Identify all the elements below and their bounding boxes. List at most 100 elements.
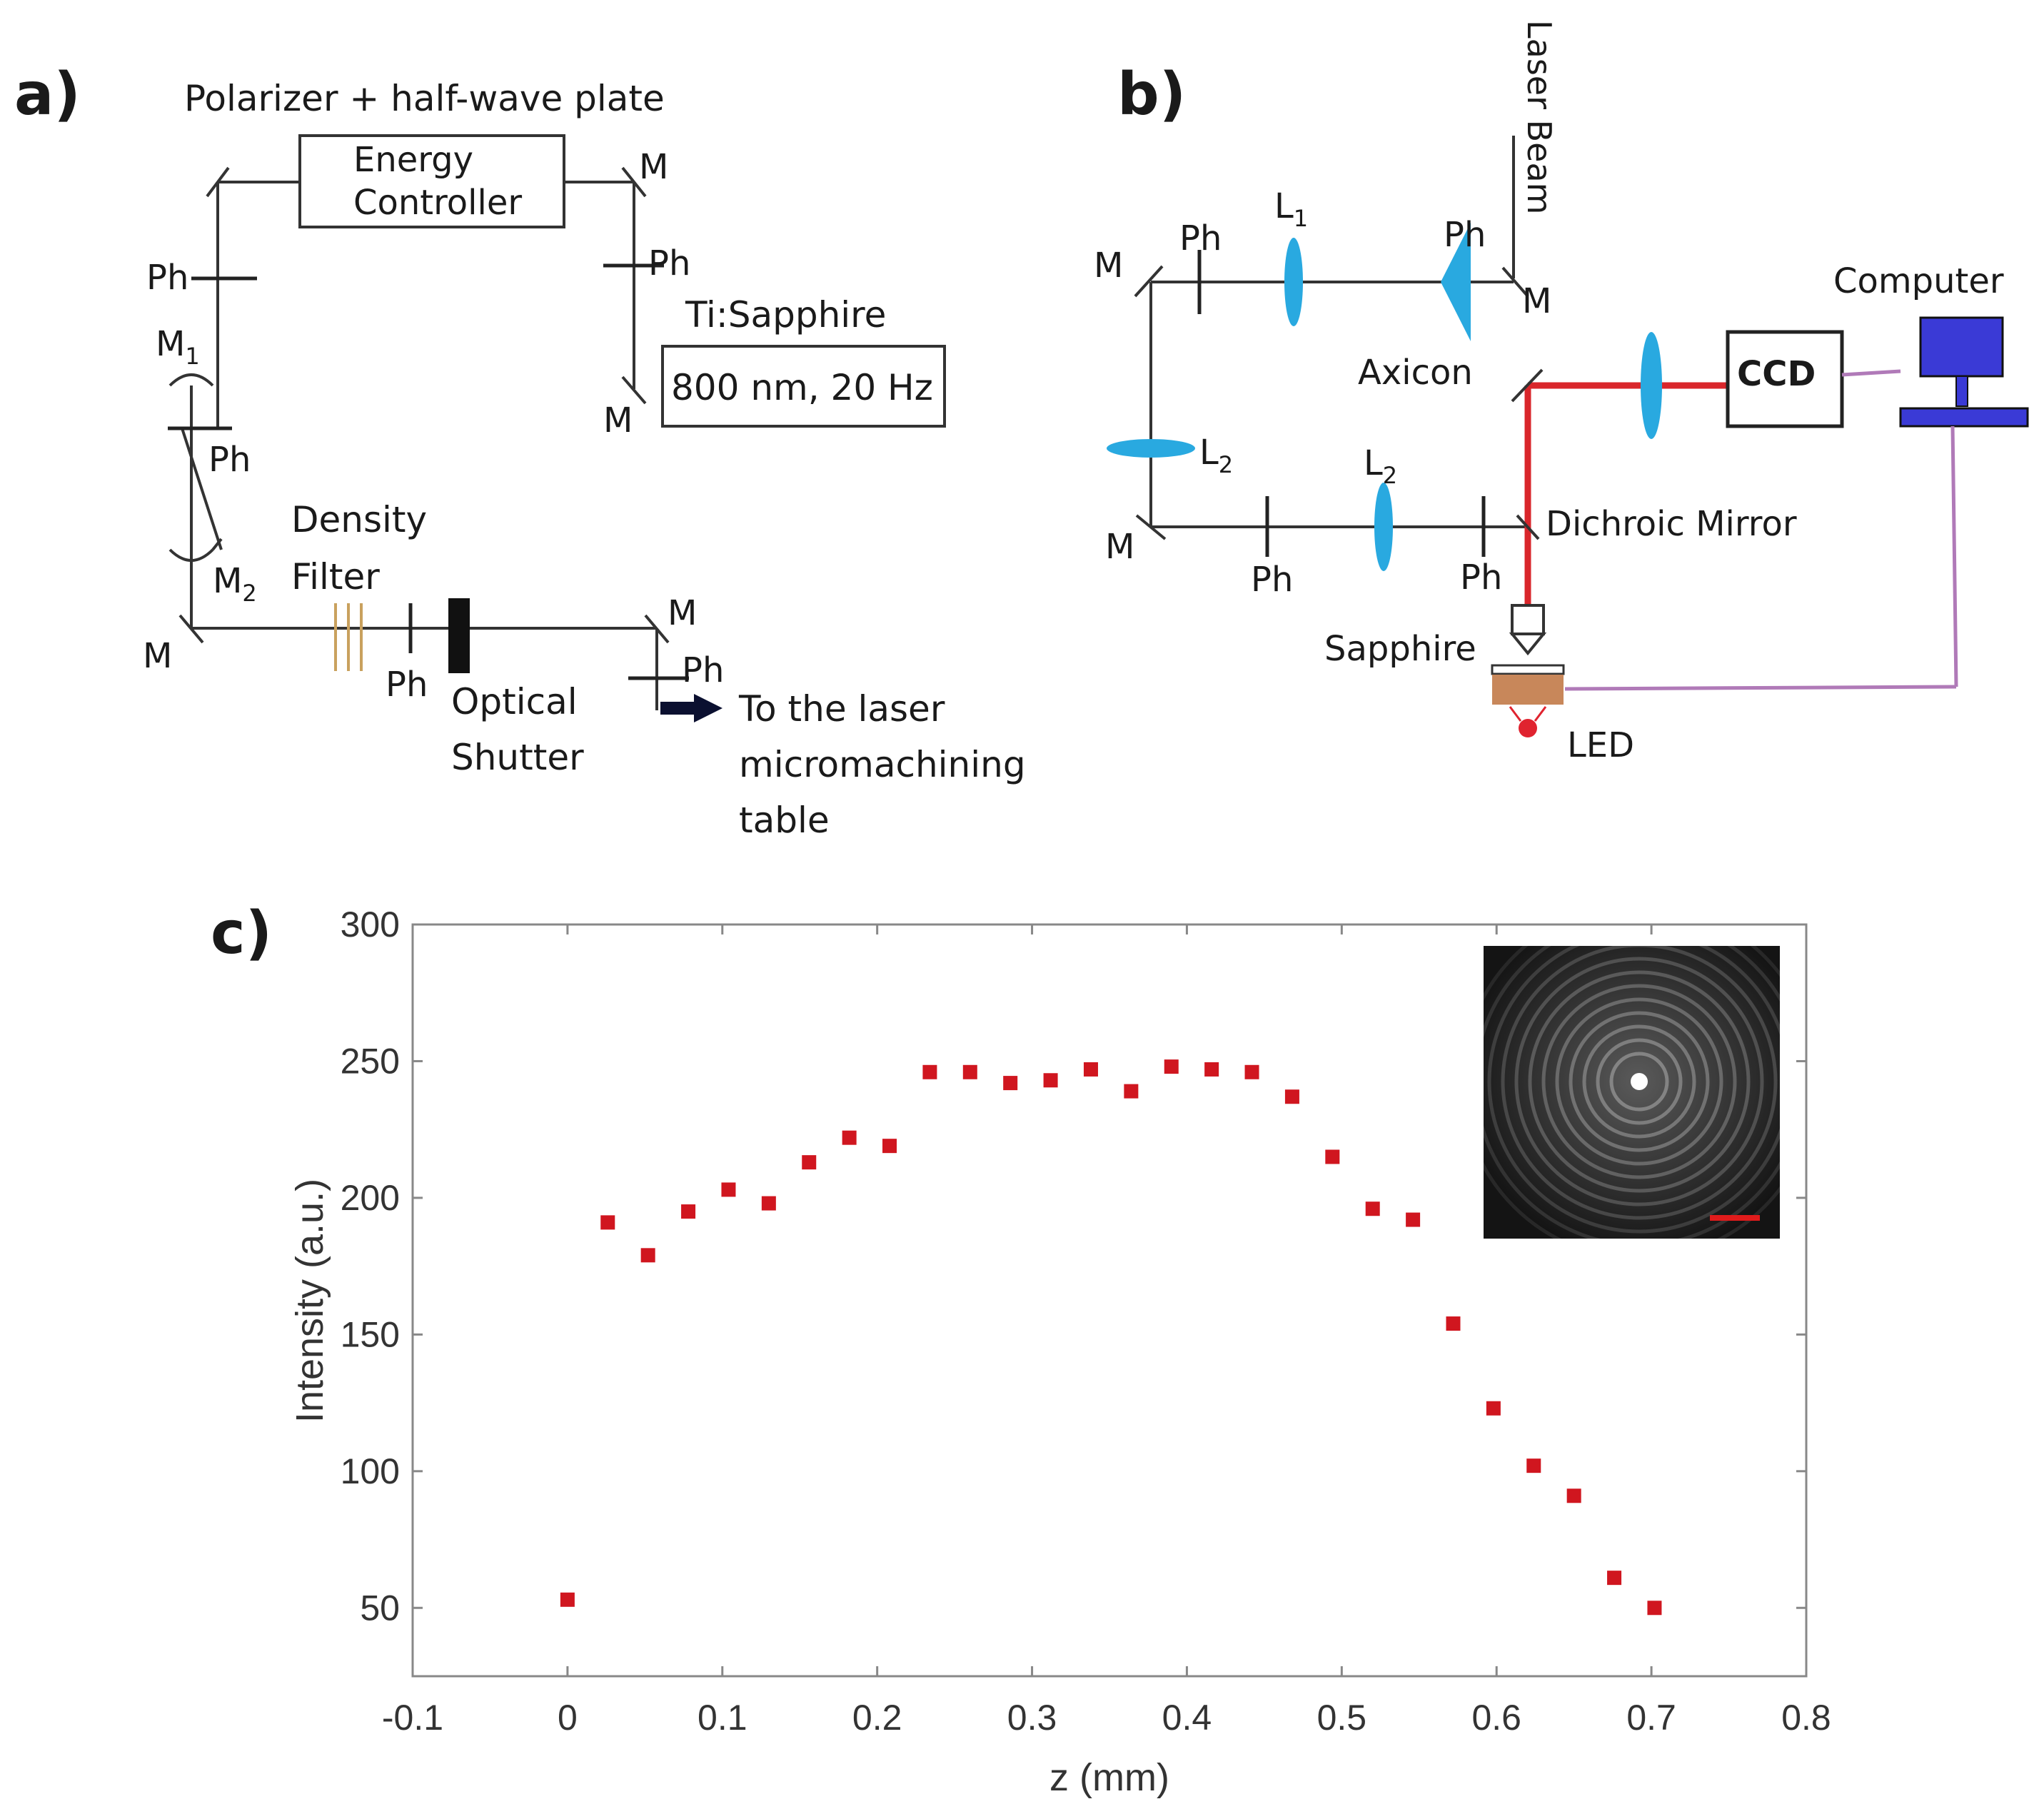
data-points	[560, 1059, 1662, 1616]
m-label-a-1: M	[639, 147, 668, 187]
ph-label-a-3: Ph	[208, 440, 251, 480]
panel-c: c) -0.1 0 0.1 0.2 0.3 0.4 0.5 0.6 0.7 0.8 50 100 15…	[211, 900, 1831, 1799]
data-point	[882, 1139, 897, 1154]
y-tick-label: 300	[341, 904, 400, 944]
l2-label-a: L2	[1199, 433, 1233, 478]
panel-a-label: a)	[14, 61, 81, 129]
data-point	[1647, 1601, 1662, 1616]
output-arrow-icon	[660, 694, 723, 722]
panel-b-label: b)	[1117, 61, 1186, 129]
data-point	[1124, 1084, 1139, 1099]
ccd-box	[1726, 330, 1844, 428]
shutter-line2: Shutter	[451, 737, 584, 778]
inset-ring	[1528, 970, 1751, 1193]
l2-label-b: L2	[1364, 443, 1397, 489]
data-point	[1083, 1062, 1098, 1077]
x-tick-label: 0.1	[698, 1698, 747, 1738]
m1-label: M1	[156, 324, 200, 370]
ph-label-b-4: Ph	[1460, 558, 1502, 598]
computer-label: Computer	[1833, 261, 2004, 301]
mirror-m1	[168, 373, 214, 387]
inset-ring	[1582, 1024, 1696, 1139]
data-point	[1325, 1149, 1340, 1164]
output-line1: To the laser	[738, 688, 945, 730]
plot-frame	[411, 923, 1808, 1678]
data-point	[600, 1215, 615, 1230]
x-tick-label: 0.6	[1471, 1698, 1521, 1738]
m-label-b-2: M	[1522, 281, 1551, 321]
panel-c-label: c)	[211, 900, 272, 967]
inset-ring	[1569, 1011, 1710, 1152]
ph-label-b-2: Ph	[1444, 215, 1486, 255]
ccd-label: CCD	[1737, 354, 1816, 394]
x-axis: -0.1 0 0.1 0.2 0.3 0.4 0.5 0.6 0.7 0.8	[382, 924, 1831, 1738]
y-tick-label: 100	[341, 1451, 400, 1491]
shutter-line1: Optical	[451, 681, 578, 722]
ph-label-a-2: Ph	[648, 243, 690, 283]
inset-ring	[1609, 1052, 1669, 1112]
led-icon	[1519, 719, 1537, 737]
data-point	[922, 1064, 937, 1079]
x-tick-label: 0.7	[1626, 1698, 1676, 1738]
mirror-m2	[168, 548, 214, 562]
sapphire-sample	[1491, 664, 1565, 675]
data-point	[802, 1155, 817, 1170]
data-point	[1204, 1062, 1219, 1077]
inset-image	[1484, 946, 1780, 1239]
energy-controller-line1: Energy	[353, 140, 473, 180]
inset-ring	[1596, 1038, 1683, 1125]
data-point	[842, 1130, 857, 1145]
data-point	[1446, 1316, 1461, 1331]
output-line2: micromachining	[739, 744, 1026, 785]
data-point	[1244, 1064, 1259, 1079]
objective-icon	[1509, 604, 1547, 656]
data-point	[1284, 1089, 1299, 1104]
mirror-a-laser	[621, 376, 647, 405]
computer-icon	[1899, 316, 2029, 428]
y-tick-label: 150	[341, 1314, 400, 1354]
data-point	[1164, 1059, 1179, 1074]
polarizer-label: Polarizer + half-wave plate	[184, 78, 665, 119]
x-tick-label: -0.1	[382, 1698, 443, 1738]
lens-l2-a	[1107, 439, 1195, 458]
mirror-b-dichroic-in	[1516, 514, 1540, 540]
ph-label-a-4: Ph	[386, 665, 428, 705]
mirror-a-bottom-left	[178, 614, 204, 644]
x-axis-label: z (mm)	[1049, 1756, 1169, 1799]
data-point	[1526, 1458, 1541, 1473]
axicon-label: Axicon	[1358, 353, 1473, 393]
data-point	[721, 1182, 736, 1197]
x-tick-label: 0.3	[1007, 1698, 1057, 1738]
inset-center-spot	[1631, 1073, 1648, 1090]
data-point	[1365, 1201, 1380, 1216]
m-label-b-3: M	[1105, 527, 1134, 567]
mirror-b-2	[1501, 266, 1529, 298]
inset-ring	[1541, 984, 1737, 1179]
data-point	[640, 1248, 655, 1263]
m2-label: M2	[213, 561, 257, 607]
mirror-a-top-right	[621, 166, 647, 198]
m-label-a-3: M	[143, 636, 172, 676]
lens-l2-b	[1374, 483, 1393, 571]
ph-label-a-5: Ph	[682, 650, 724, 690]
ph-label-a-1: Ph	[146, 258, 188, 298]
y-tick-label: 50	[360, 1588, 400, 1628]
lens-l1	[1284, 238, 1303, 326]
y-axis: 50 100 150 200 250 300	[341, 904, 1806, 1628]
red-beam	[1524, 382, 1728, 605]
sapphire-stage	[1492, 675, 1564, 705]
output-line3: table	[739, 800, 830, 841]
inset-ring	[1555, 997, 1723, 1166]
axicon	[1441, 223, 1471, 341]
laser-box	[661, 345, 946, 428]
data-point	[1486, 1401, 1501, 1416]
dichroic-label: Dichroic Mirror	[1546, 504, 1797, 544]
data-point	[1607, 1571, 1622, 1586]
data-point	[560, 1592, 575, 1607]
led-label: LED	[1567, 725, 1634, 765]
panel-a: a) Polarizer + half-wave plate Energy Co…	[14, 61, 1026, 841]
sapphire-label: Sapphire	[1324, 629, 1476, 669]
data-point	[1566, 1488, 1581, 1503]
y-tick-label: 250	[341, 1041, 400, 1081]
